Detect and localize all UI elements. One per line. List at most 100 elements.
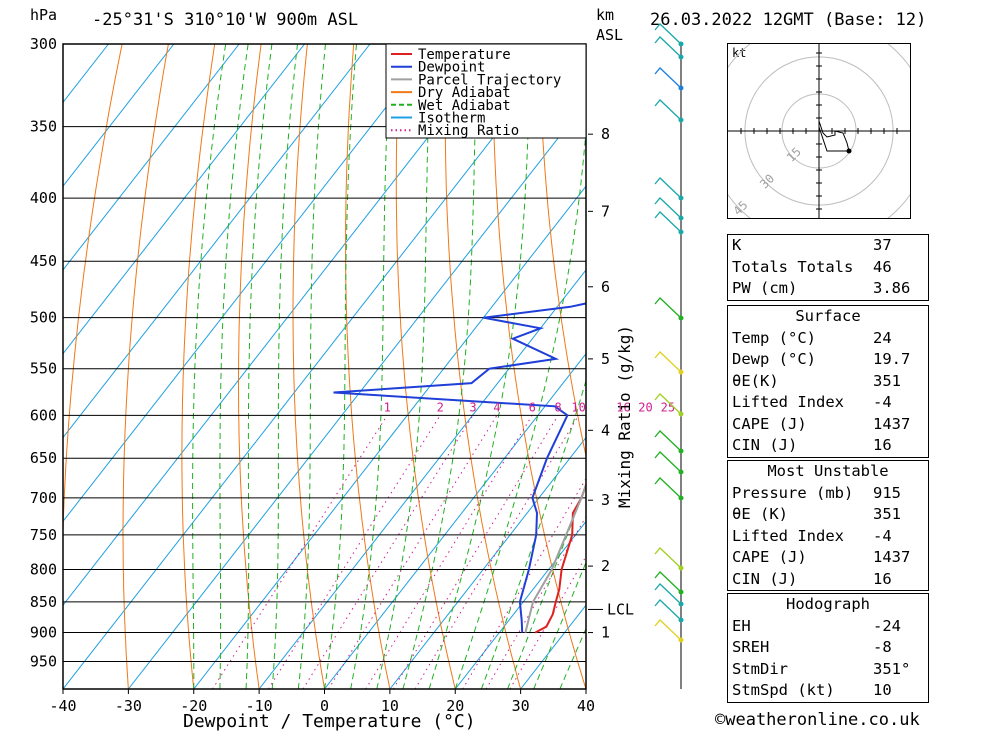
surface-row: Dewp (°C) 19.7 [728,349,928,371]
mixing-ratio-labels: 1 2 3 4 6 8 10 16 20 25 [384,400,675,414]
hodo-row: StmDir 351° [728,659,928,681]
legend-item-label: Parcel Trajectory [418,72,561,88]
height-tick-label: 4 [601,421,610,439]
dry-adiabat-line [63,44,123,689]
pressure-tick-label: 600 [30,406,57,424]
hodograph-trace [818,120,850,152]
height-unit-label: km [596,6,615,24]
pressure-tick-label: 800 [30,560,57,578]
wind-barb-icon [654,99,682,121]
index-value: 3.86 [873,279,911,297]
isotherm-line [63,44,175,187]
pressure-tick-label: 900 [30,624,57,642]
pressure-tick-label: 850 [30,593,57,611]
temperature-axis: -40 -30 -20 -10 0 10 20 30 40 [49,689,595,715]
surface-row: CAPE (J) 1437 [728,414,928,436]
wet-adiabat-line [507,483,586,689]
indices-panel: K 37 Totals Totals 46 PW (cm) 3.86 [727,234,929,301]
row-label: StmSpd (kt) [732,681,835,699]
dewpoint-line [333,302,586,633]
wet-adiabat-line [428,44,532,689]
height-tick-label: 8 [601,125,610,143]
row-label: StmDir [732,659,788,678]
surface-title: Surface [795,307,861,325]
temperature-tick-label: -30 [115,697,142,715]
wind-barb-icon [654,351,682,373]
wet-adiabat-line [350,44,392,689]
header: hPa -25°31'S 310°10'W 900m ASL km ASL 26… [0,0,1000,44]
index-value: 46 [873,257,892,276]
temperature-line [534,482,586,634]
isotherm-line [454,520,586,689]
index-row-k: K 37 [728,235,928,257]
wet-adiabat-line [402,44,478,689]
row-value: 351 [873,505,901,523]
wind-barb-icon [654,619,682,641]
legend-item-label: Isotherm [418,111,485,127]
row-label: CAPE (J) [732,548,807,566]
mixing-ratio-line [365,415,533,689]
row-value: -4 [873,393,892,411]
wind-barb-icon [654,451,682,473]
legend-item-label: Dewpoint [418,60,485,76]
copyright-footer[interactable]: ©weatheronline.co.uk [715,710,920,730]
mixing-ratio-value-label: 25 [661,400,675,414]
isotherm-line [63,44,567,689]
temperature-tick-label: 30 [512,697,530,715]
wind-barb-icon [654,297,682,319]
dry-adiabat-line [181,44,216,689]
row-label: CIN (J) [732,436,798,454]
row-value: 351° [873,659,911,678]
surface-row: θE(K) 351 [728,371,928,393]
surface-row: Temp (°C) 24 [728,328,928,350]
pressure-tick-label: 750 [30,526,57,544]
row-label: Lifted Index [732,393,844,411]
wind-barb-icon [654,430,682,452]
legend-item-label: Wet Adiabat [418,98,511,114]
index-label: Totals Totals [732,257,854,276]
index-label: PW (cm) [732,279,798,297]
row-value: 16 [873,436,892,454]
pressure-tick-label: 550 [30,360,57,378]
profiles [333,302,586,634]
mixing-ratio-line [267,415,441,689]
hodograph-ring-label: 45 [730,198,750,218]
legend-item-label: Temperature [418,47,511,63]
mixing-ratio-value-label: 6 [529,400,536,414]
row-value: -4 [873,526,892,545]
datetime-label: 26.03.2022 12GMT (Base: 12) [650,10,927,30]
pressure-tick-label: 350 [30,118,57,136]
dry-adiabat-line [345,44,391,689]
hodograph-ring-label: 15 [784,145,804,165]
mixing-ratio-value-label: 16 [616,400,630,414]
index-row-tt: Totals Totals 46 [728,257,928,279]
isotherm-line [63,44,240,271]
mixing-ratio-value-label: 10 [571,400,585,414]
isotherm-line [63,44,371,439]
isotherm-line [193,185,586,689]
wind-barb-icon [654,477,682,499]
wind-barb-icon [654,599,682,621]
wind-barb-icon [654,547,682,569]
index-value: 37 [873,236,892,254]
pressure-tick-label: 450 [30,252,57,270]
wind-barbs [654,23,684,689]
row-label: θE(K) [732,371,779,390]
x-axis-title: Dewpoint / Temperature (°C) [183,711,476,732]
temperature-tick-label: -20 [180,697,207,715]
row-label: Temp (°C) [732,328,816,347]
most-unstable-title: Most Unstable [767,462,889,480]
isotherm-line [63,44,436,523]
row-value: -8 [873,638,892,656]
lcl-label: LCL [607,600,634,618]
wind-barb-icon [654,211,682,233]
row-value: 10 [873,681,892,699]
hodograph: kt 15 30 45 [727,43,911,219]
pressure-tick-label: 400 [30,189,57,207]
mu-row: CAPE (J) 1437 [728,547,928,569]
hodograph-panel: Hodograph EH -24 SREH -8 StmDir 351° StmSpd… [727,593,929,703]
temperature-tick-label: -40 [49,697,76,715]
pressure-unit-label: hPa [30,6,58,24]
pressure-axis: 300 350 400 450 500 550 600 650 700 750 800 850 900 9… [30,35,57,671]
isotherm-line [324,352,586,689]
